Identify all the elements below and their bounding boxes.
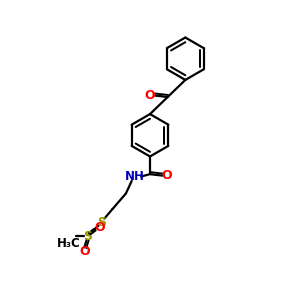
Text: O: O <box>144 89 155 102</box>
Text: NH: NH <box>125 170 145 183</box>
Text: S: S <box>97 216 106 229</box>
Text: S: S <box>83 230 92 243</box>
Text: O: O <box>94 221 105 234</box>
Text: O: O <box>79 245 90 258</box>
Text: O: O <box>162 169 172 182</box>
Text: H₃C: H₃C <box>57 237 81 250</box>
